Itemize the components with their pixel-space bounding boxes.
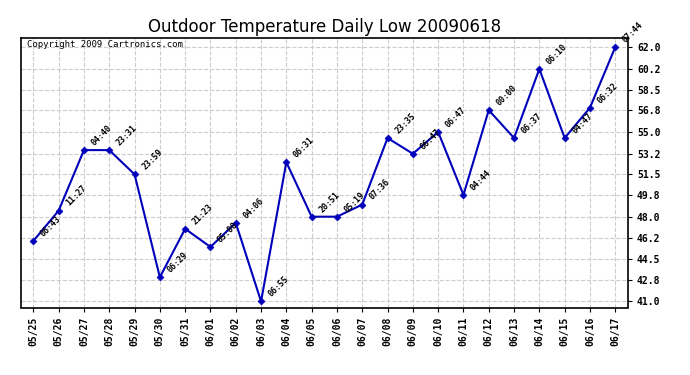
Text: 00:00: 00:00 bbox=[494, 83, 518, 107]
Text: 05:00: 05:00 bbox=[216, 220, 240, 244]
Text: 11:27: 11:27 bbox=[64, 184, 88, 208]
Text: 06:37: 06:37 bbox=[520, 111, 544, 135]
Text: 06:47: 06:47 bbox=[418, 127, 442, 151]
Text: 04:47: 04:47 bbox=[570, 111, 594, 135]
Text: 04:06: 04:06 bbox=[241, 196, 266, 220]
Text: 23:59: 23:59 bbox=[140, 147, 164, 171]
Text: 06:10: 06:10 bbox=[545, 42, 569, 66]
Text: 23:31: 23:31 bbox=[115, 123, 139, 147]
Text: 06:29: 06:29 bbox=[166, 251, 190, 274]
Text: 20:51: 20:51 bbox=[317, 190, 342, 214]
Text: 04:40: 04:40 bbox=[90, 123, 114, 147]
Text: 06:47: 06:47 bbox=[444, 105, 468, 129]
Text: 06:43: 06:43 bbox=[39, 214, 63, 238]
Text: 07:44: 07:44 bbox=[621, 20, 645, 44]
Text: Copyright 2009 Cartronics.com: Copyright 2009 Cartronics.com bbox=[27, 40, 183, 49]
Text: 06:55: 06:55 bbox=[266, 274, 290, 298]
Text: 23:35: 23:35 bbox=[393, 111, 417, 135]
Text: 21:23: 21:23 bbox=[190, 202, 215, 226]
Text: 04:44: 04:44 bbox=[469, 168, 493, 192]
Text: 06:31: 06:31 bbox=[292, 135, 316, 159]
Text: 06:32: 06:32 bbox=[595, 81, 620, 105]
Text: 05:19: 05:19 bbox=[342, 190, 366, 214]
Text: 07:36: 07:36 bbox=[368, 178, 392, 202]
Title: Outdoor Temperature Daily Low 20090618: Outdoor Temperature Daily Low 20090618 bbox=[148, 18, 501, 36]
